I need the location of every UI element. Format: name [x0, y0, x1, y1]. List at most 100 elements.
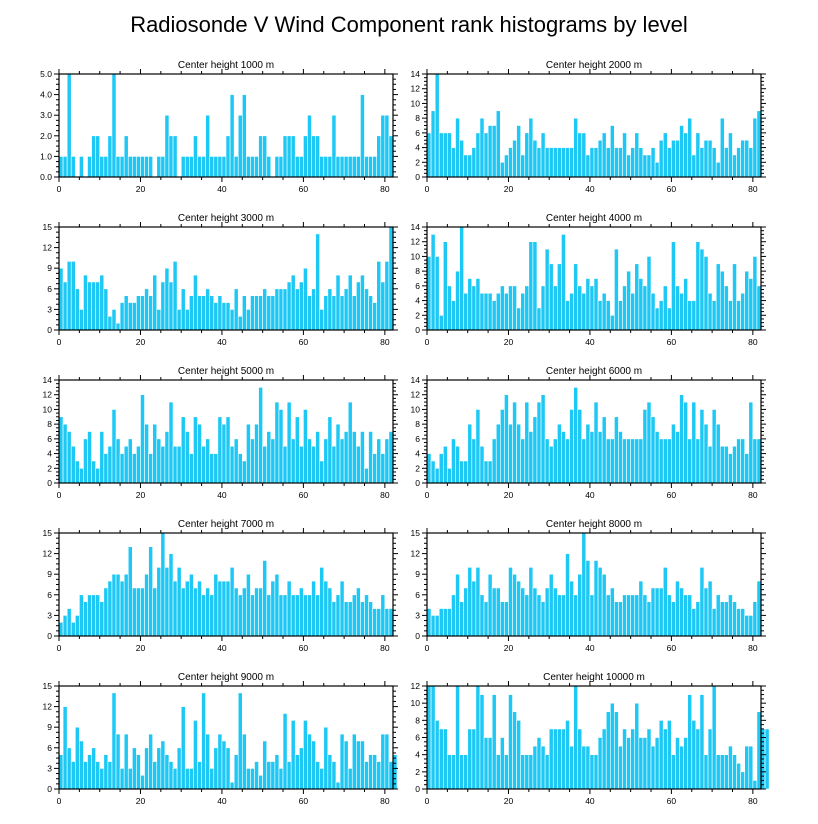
y-tick-label: 6 — [415, 434, 420, 444]
bar — [209, 594, 215, 637]
bar — [335, 423, 341, 484]
y-tick-label: 12 — [411, 681, 421, 691]
bar — [180, 587, 186, 637]
bar — [343, 601, 349, 637]
bar — [552, 587, 558, 637]
bar — [654, 307, 660, 331]
bar — [107, 135, 113, 178]
bar — [675, 139, 680, 178]
bar — [189, 295, 194, 331]
bar — [447, 467, 452, 484]
bar — [536, 594, 542, 637]
bar — [495, 110, 501, 178]
bar — [99, 431, 105, 484]
y-tick-label: 9 — [47, 569, 52, 579]
bar — [642, 285, 648, 331]
bar — [384, 608, 390, 637]
bar — [618, 431, 623, 484]
x-tick-label: 80 — [748, 643, 758, 653]
bar — [58, 267, 64, 331]
bar — [282, 594, 288, 637]
x-tick-label: 0 — [425, 643, 430, 653]
y-tick-label: 10 — [411, 404, 421, 414]
bar — [339, 156, 345, 178]
bar — [323, 295, 329, 331]
bar — [679, 587, 684, 637]
bar — [360, 274, 365, 331]
bar — [233, 754, 239, 790]
bar — [646, 728, 652, 790]
bar — [447, 285, 452, 331]
bar — [601, 573, 607, 637]
bar — [119, 302, 125, 331]
bar — [609, 438, 615, 484]
bar — [70, 261, 76, 331]
bar — [471, 147, 477, 178]
bar — [504, 292, 509, 331]
bar — [719, 270, 725, 331]
bar — [209, 156, 215, 178]
bar — [152, 587, 158, 637]
bar — [471, 438, 477, 484]
bar — [294, 156, 300, 178]
bar — [189, 156, 194, 178]
bar — [605, 300, 611, 331]
y-tick-label: 12 — [411, 237, 421, 247]
bar — [646, 256, 652, 331]
bar — [299, 281, 304, 331]
x-tick-label: 20 — [136, 184, 146, 194]
bar — [331, 114, 337, 178]
bar — [495, 587, 501, 637]
bar — [654, 587, 660, 637]
bar — [671, 241, 676, 331]
x-tick-label: 20 — [504, 643, 514, 653]
bar — [327, 754, 333, 790]
bar — [508, 147, 513, 178]
bar — [744, 615, 750, 637]
bar — [160, 156, 166, 178]
bar — [463, 292, 469, 331]
bar — [254, 423, 259, 484]
bar — [548, 573, 554, 637]
y-tick-label: 8 — [415, 113, 420, 123]
bar — [585, 278, 591, 331]
bar — [483, 460, 489, 484]
bar — [634, 263, 640, 331]
bar — [703, 754, 709, 790]
bar — [225, 135, 231, 178]
bar — [258, 295, 263, 331]
panels: Center height 1000 m 0.0 1.0 2.0 3.0 4.0 5.0 0 2… — [40, 60, 770, 806]
bar — [217, 295, 223, 331]
bar — [491, 438, 497, 484]
bar — [593, 147, 599, 178]
bar — [557, 423, 562, 484]
y-tick-label: 15 — [43, 528, 53, 538]
bar — [62, 706, 68, 790]
bar — [327, 288, 333, 331]
bar — [221, 740, 227, 790]
bar — [626, 438, 631, 484]
bar — [662, 285, 668, 331]
y-tick-label: 0 — [415, 325, 420, 335]
bar — [748, 745, 754, 790]
bar — [565, 147, 570, 178]
bar — [140, 394, 145, 484]
bar — [491, 587, 497, 637]
bar — [642, 409, 648, 484]
bar — [622, 132, 627, 178]
x-tick-label: 80 — [380, 490, 390, 500]
bar — [732, 601, 737, 637]
bar — [70, 156, 76, 178]
bar — [573, 685, 579, 790]
bar — [561, 728, 566, 790]
bar — [241, 587, 247, 637]
bar — [561, 594, 566, 637]
bar — [156, 309, 162, 331]
y-tick-label: 12 — [411, 84, 421, 94]
bar — [83, 274, 88, 331]
y-tick-label: 4 — [415, 750, 420, 760]
bar — [565, 300, 570, 331]
bar — [91, 747, 96, 790]
bar — [360, 431, 365, 484]
bar — [752, 256, 758, 331]
